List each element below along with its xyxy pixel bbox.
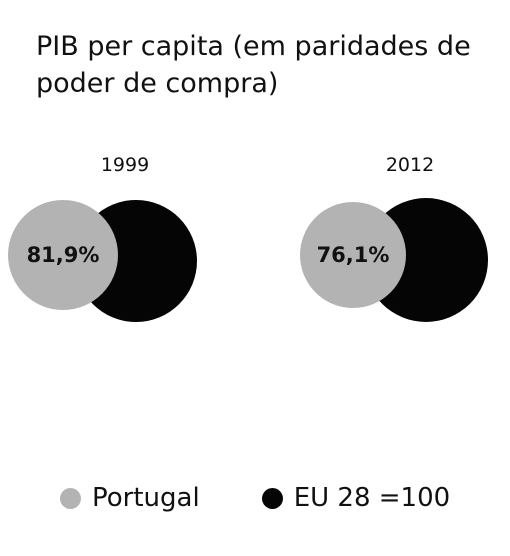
value-label-1999: 81,9% — [27, 243, 100, 267]
legend-label-portugal: Portugal — [92, 483, 200, 513]
legend-swatch-eu — [261, 487, 283, 509]
bubble-pair-1999: 1999 81,9% — [8, 154, 197, 322]
legend-item-portugal: Portugal — [60, 483, 200, 513]
chart-title: PIB per capita (em paridades de poder de… — [36, 31, 471, 99]
portugal-circle-1999 — [8, 200, 118, 310]
bubble-pair-2012: 2012 76,1% — [300, 154, 488, 322]
legend: Portugal EU 28 =100 — [60, 478, 450, 518]
portugal-circle-2012 — [300, 202, 406, 308]
value-label-2012: 76,1% — [317, 243, 390, 267]
year-label-1999: 1999 — [101, 154, 149, 176]
legend-swatch-portugal — [60, 487, 81, 509]
year-label-2012: 2012 — [386, 154, 434, 176]
legend-label-eu: EU 28 =100 — [293, 483, 451, 513]
legend-item-eu: EU 28 =100 — [261, 483, 451, 513]
